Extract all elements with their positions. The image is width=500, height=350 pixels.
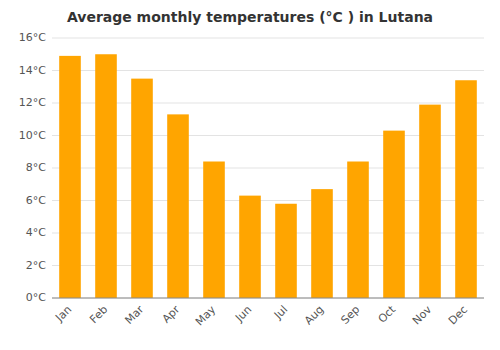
bar xyxy=(455,80,477,298)
chart-container: 0°C 2°C 4°C 6°C 8°C 10°C 12°C 14°C 16°C Jan Feb Mar… xyxy=(0,0,500,350)
y-grid xyxy=(52,38,484,298)
bar xyxy=(275,204,297,298)
y-tick-labels: 0°C 2°C 4°C 6°C 8°C 10°C 12°C 14°C 16°C xyxy=(19,31,46,304)
grid-line xyxy=(52,70,484,71)
y-tick-label: 8°C xyxy=(26,161,46,174)
x-tick-labels: Jan Feb Mar Apr May Jun Jul Aug Sep Oct Nov Dec xyxy=(52,303,470,329)
bar xyxy=(419,105,441,298)
y-tick-label: 12°C xyxy=(19,96,46,109)
y-tick-label: 0°C xyxy=(26,291,46,304)
x-axis-line xyxy=(52,298,484,299)
y-tick-label: 10°C xyxy=(19,129,46,142)
grid-line xyxy=(52,38,484,39)
x-tick-label: Jun xyxy=(232,303,254,325)
bar xyxy=(239,196,261,298)
y-tick-label: 14°C xyxy=(19,64,46,77)
bar xyxy=(167,114,189,298)
bar xyxy=(347,162,369,299)
y-tick-label: 16°C xyxy=(19,31,46,44)
x-tick-label: Mar xyxy=(122,303,146,327)
bar xyxy=(203,162,225,299)
y-tick-label: 6°C xyxy=(26,194,46,207)
bar xyxy=(383,131,405,298)
x-tick-label: Jan xyxy=(52,303,74,325)
bar xyxy=(311,189,333,298)
x-tick-label: Dec xyxy=(446,303,470,327)
chart-svg: 0°C 2°C 4°C 6°C 8°C 10°C 12°C 14°C 16°C Jan Feb Mar… xyxy=(0,0,500,350)
bar xyxy=(131,79,153,298)
x-tick-label: Oct xyxy=(376,303,399,326)
x-tick-label: Feb xyxy=(87,303,110,326)
x-tick-label: Aug xyxy=(302,303,326,327)
x-tick-label: Jul xyxy=(271,303,290,322)
bar xyxy=(95,54,117,298)
y-tick-label: 2°C xyxy=(26,259,46,272)
grid-line xyxy=(52,103,484,104)
x-tick-label: Nov xyxy=(410,303,435,328)
y-tick-label: 4°C xyxy=(26,226,46,239)
bars xyxy=(59,54,477,298)
chart-title: Average monthly temperatures (°C ) in Lu… xyxy=(67,9,433,25)
x-tick-label: Sep xyxy=(338,303,362,327)
x-tick-label: Apr xyxy=(160,303,183,326)
x-tick-label: May xyxy=(193,303,219,329)
grid-line xyxy=(52,298,484,299)
bar xyxy=(59,56,81,298)
